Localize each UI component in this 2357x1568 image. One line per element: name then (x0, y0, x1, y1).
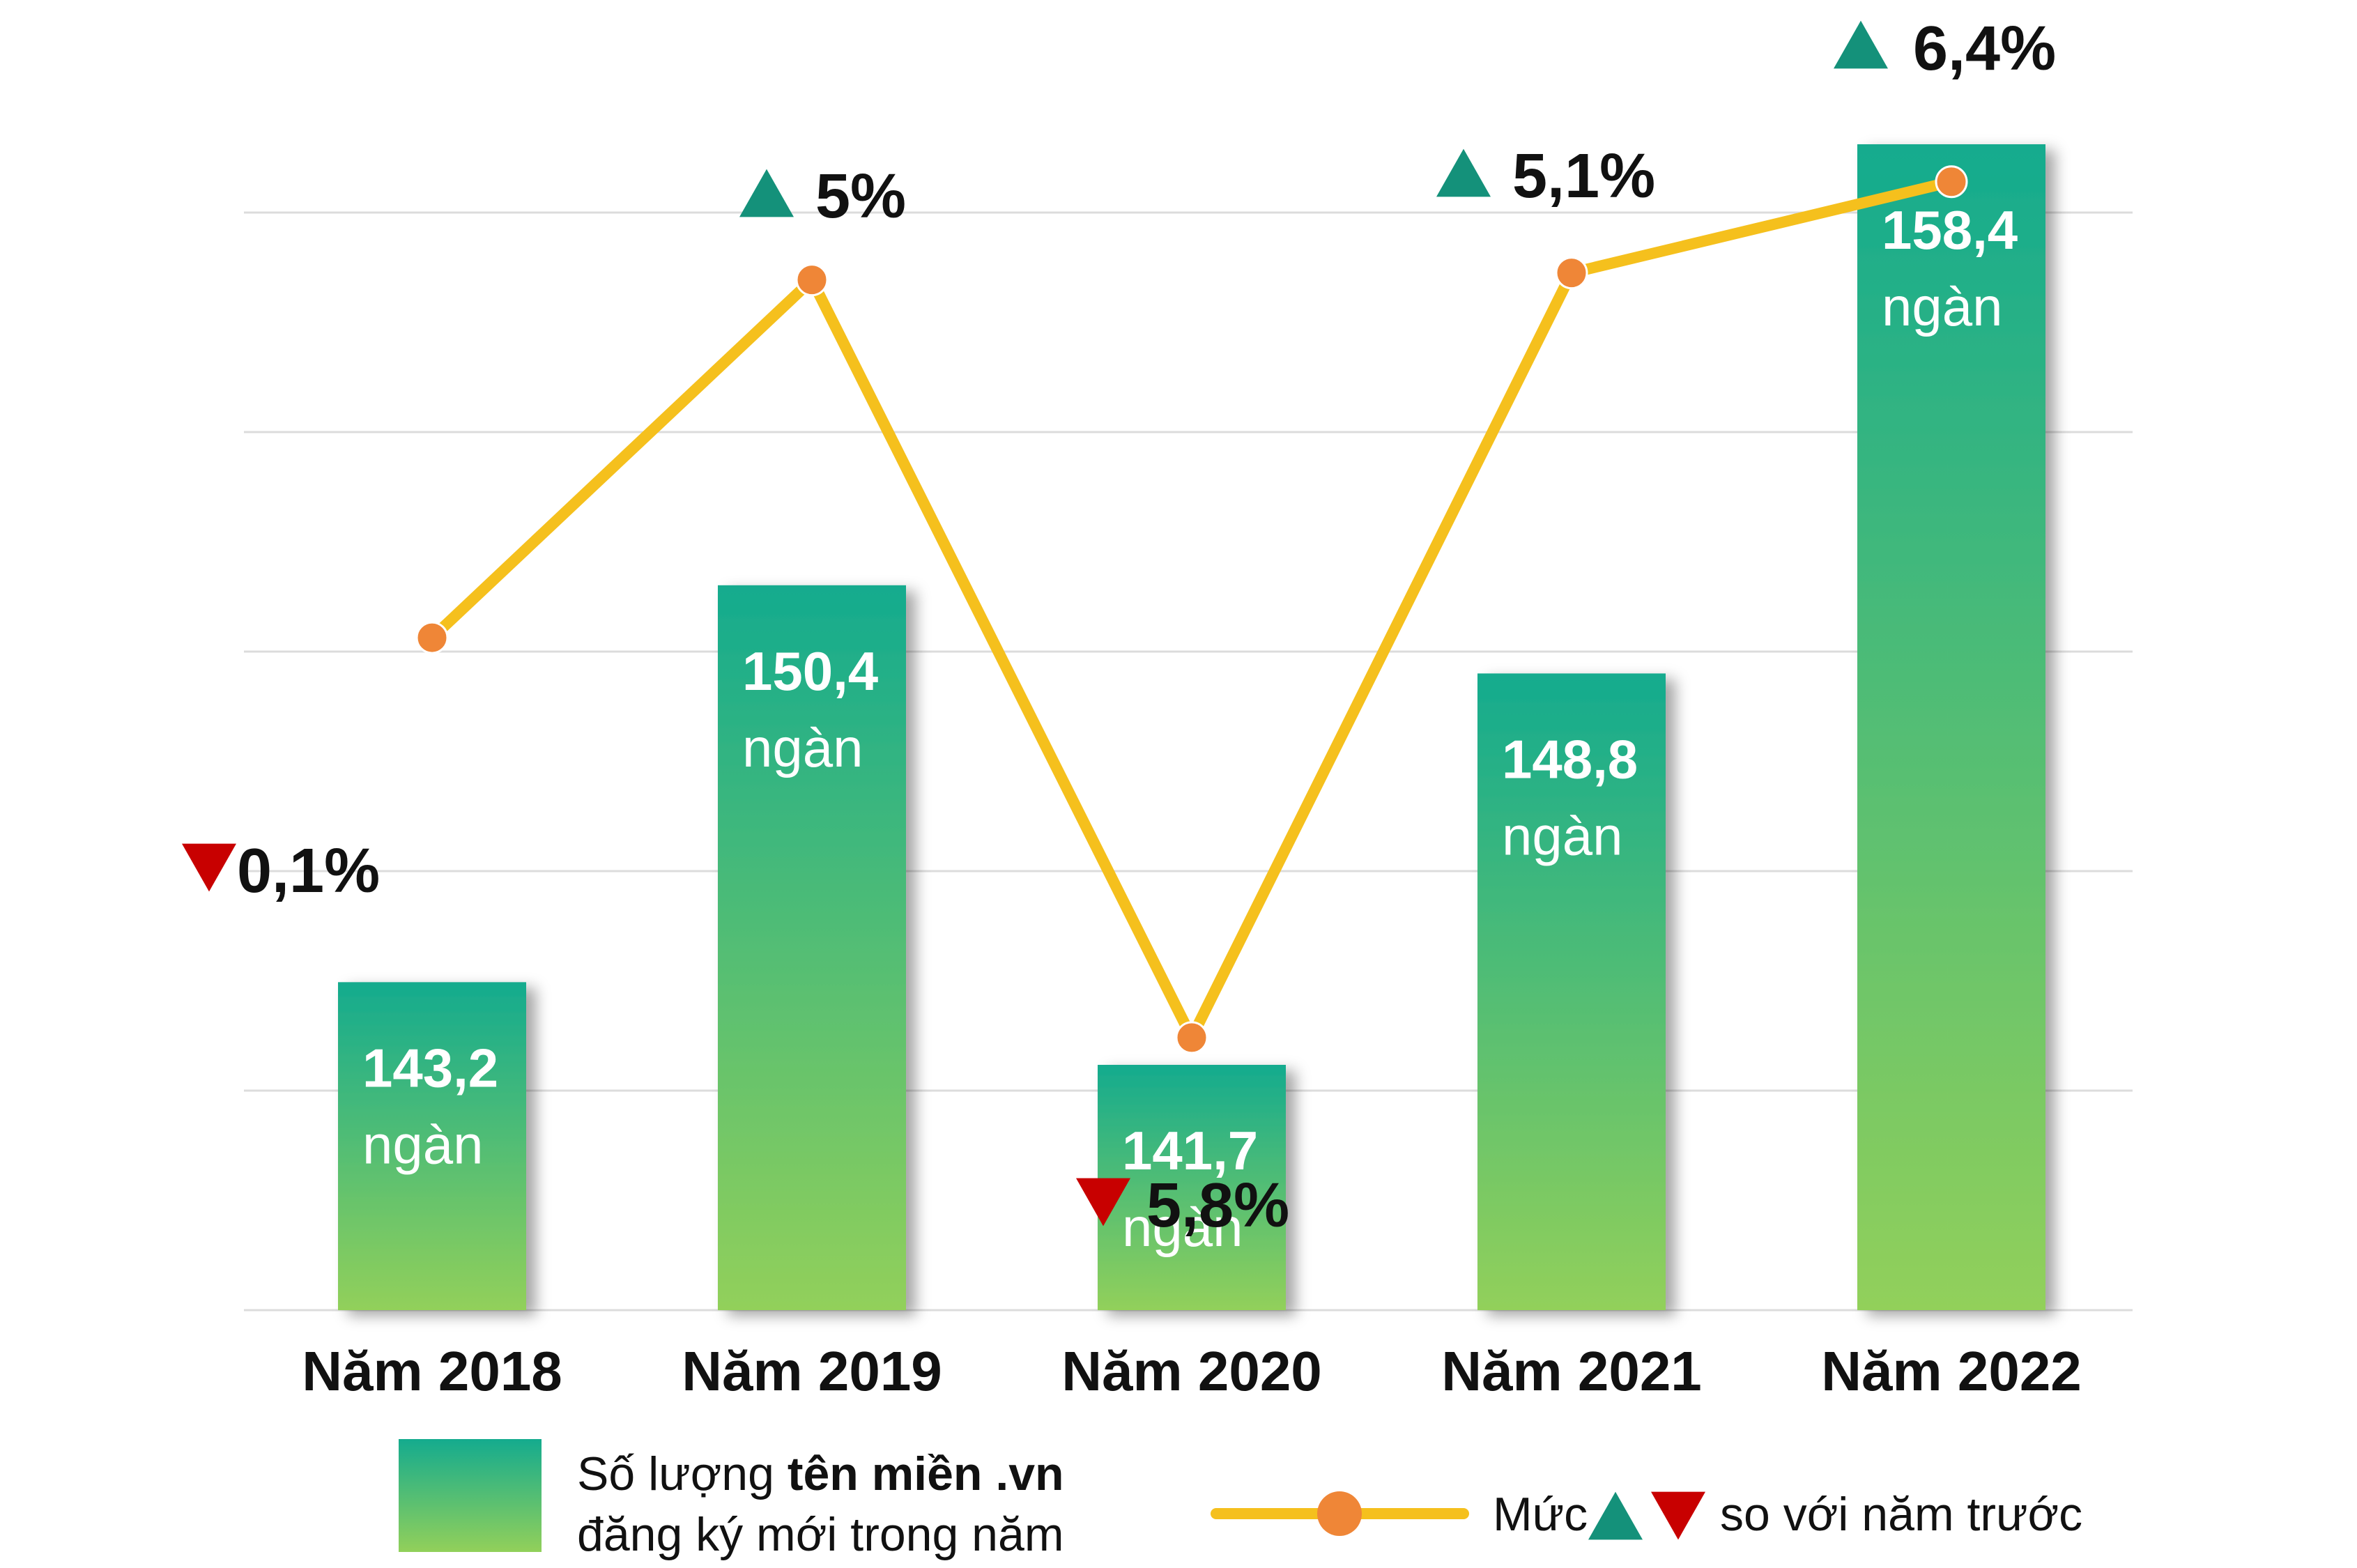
change-line (415, 165, 1968, 1054)
line-point (415, 621, 449, 654)
x-tick-label: Năm 2018 (302, 1340, 562, 1402)
legend-bar-swatch (399, 1439, 542, 1552)
down-triangle-icon (182, 843, 236, 892)
percent-change-label: 5,8% (1146, 1171, 1289, 1240)
bar (1098, 1065, 1286, 1310)
bar (338, 982, 526, 1310)
x-tick-label: Năm 2020 (1061, 1340, 1322, 1402)
bar-unit-label: ngàn (1502, 805, 1623, 866)
grid-lines (244, 211, 2133, 1312)
bar-unit-label: ngàn (742, 717, 863, 778)
percent-change-label: 0,1% (237, 836, 380, 906)
bar-unit-label: ngàn (1122, 1197, 1243, 1258)
legend-line-marker (1317, 1491, 1362, 1536)
bar-value-label: 148,8 (1502, 728, 1638, 790)
x-tick-label: Năm 2019 (682, 1340, 942, 1402)
bar-value-label: 150,4 (742, 640, 878, 702)
bar-unit-label: ngàn (1882, 276, 2003, 337)
bar (1857, 144, 2045, 1310)
labels: 143,2 ngàn 150,4 ngàn 141,7 ngàn 148,8 ngàn 158,… (182, 14, 2082, 1402)
x-tick-label: Năm 2022 (1821, 1340, 2082, 1402)
up-triangle-icon (1436, 148, 1491, 197)
x-tick-label: Năm 2021 (1441, 1340, 1702, 1402)
up-triangle-icon (1834, 20, 1888, 69)
percent-change-label: 5% (815, 162, 906, 231)
legend-line-prefix: Mức (1493, 1488, 1588, 1541)
bar (1477, 673, 1666, 1310)
bar-value-label: 141,7 (1122, 1120, 1258, 1181)
legend-down-triangle-icon (1651, 1491, 1705, 1540)
up-triangle-icon (739, 169, 794, 217)
line-point (795, 263, 829, 297)
line-point (1175, 1021, 1208, 1054)
down-triangle-icon (1076, 1178, 1130, 1227)
legend-up-triangle-icon (1588, 1491, 1643, 1540)
bar (718, 585, 906, 1310)
bar-value-label: 143,2 (362, 1037, 498, 1098)
legend-line-suffix: so với năm trước (1720, 1488, 2082, 1541)
percent-change-label: 6,4% (1913, 14, 2056, 84)
line-point (1555, 256, 1588, 290)
legend: Số lượng tên miền .vn đăng ký mới trong n… (399, 1439, 2082, 1561)
bar-unit-label: ngàn (362, 1114, 484, 1175)
bars (338, 144, 2045, 1310)
legend-bars-line1: Số lượng tên miền .vn (577, 1447, 1064, 1500)
bar-value-label: 158,4 (1882, 199, 2018, 261)
line-point (1935, 165, 1968, 199)
legend-bars-line2: đăng ký mới trong năm (577, 1508, 1064, 1561)
percent-change-label: 5,1% (1512, 141, 1655, 211)
change-line-path (427, 176, 1957, 1043)
